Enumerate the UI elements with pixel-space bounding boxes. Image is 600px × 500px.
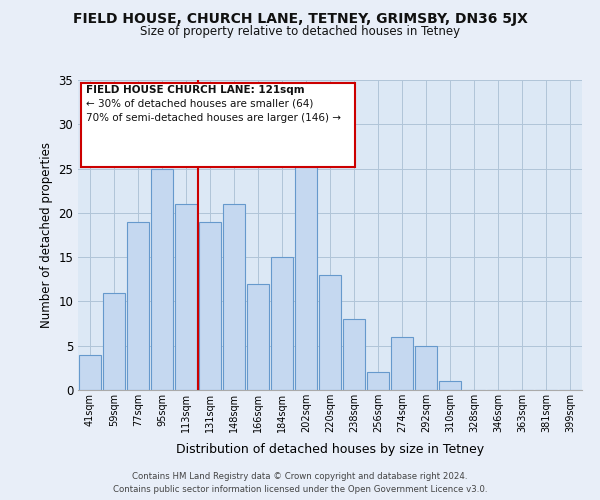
Bar	[367, 372, 389, 390]
X-axis label: Distribution of detached houses by size in Tetney: Distribution of detached houses by size …	[176, 444, 484, 456]
Bar	[271, 257, 293, 390]
Bar	[199, 222, 221, 390]
Bar	[103, 292, 125, 390]
Bar	[151, 168, 173, 390]
Text: Contains HM Land Registry data © Crown copyright and database right 2024.
Contai: Contains HM Land Registry data © Crown c…	[113, 472, 487, 494]
Bar	[343, 319, 365, 390]
Text: ← 30% of detached houses are smaller (64): ← 30% of detached houses are smaller (64…	[86, 98, 313, 108]
Text: 70% of semi-detached houses are larger (146) →: 70% of semi-detached houses are larger (…	[86, 112, 341, 122]
Bar	[79, 354, 101, 390]
FancyBboxPatch shape	[80, 83, 355, 167]
Text: Size of property relative to detached houses in Tetney: Size of property relative to detached ho…	[140, 25, 460, 38]
Bar	[175, 204, 197, 390]
Y-axis label: Number of detached properties: Number of detached properties	[40, 142, 53, 328]
Bar	[319, 275, 341, 390]
Text: FIELD HOUSE, CHURCH LANE, TETNEY, GRIMSBY, DN36 5JX: FIELD HOUSE, CHURCH LANE, TETNEY, GRIMSB…	[73, 12, 527, 26]
Bar	[415, 346, 437, 390]
Bar	[127, 222, 149, 390]
Bar	[295, 142, 317, 390]
Bar	[247, 284, 269, 390]
Text: FIELD HOUSE CHURCH LANE: 121sqm: FIELD HOUSE CHURCH LANE: 121sqm	[86, 84, 304, 94]
Bar	[223, 204, 245, 390]
Bar	[439, 381, 461, 390]
Bar	[391, 337, 413, 390]
